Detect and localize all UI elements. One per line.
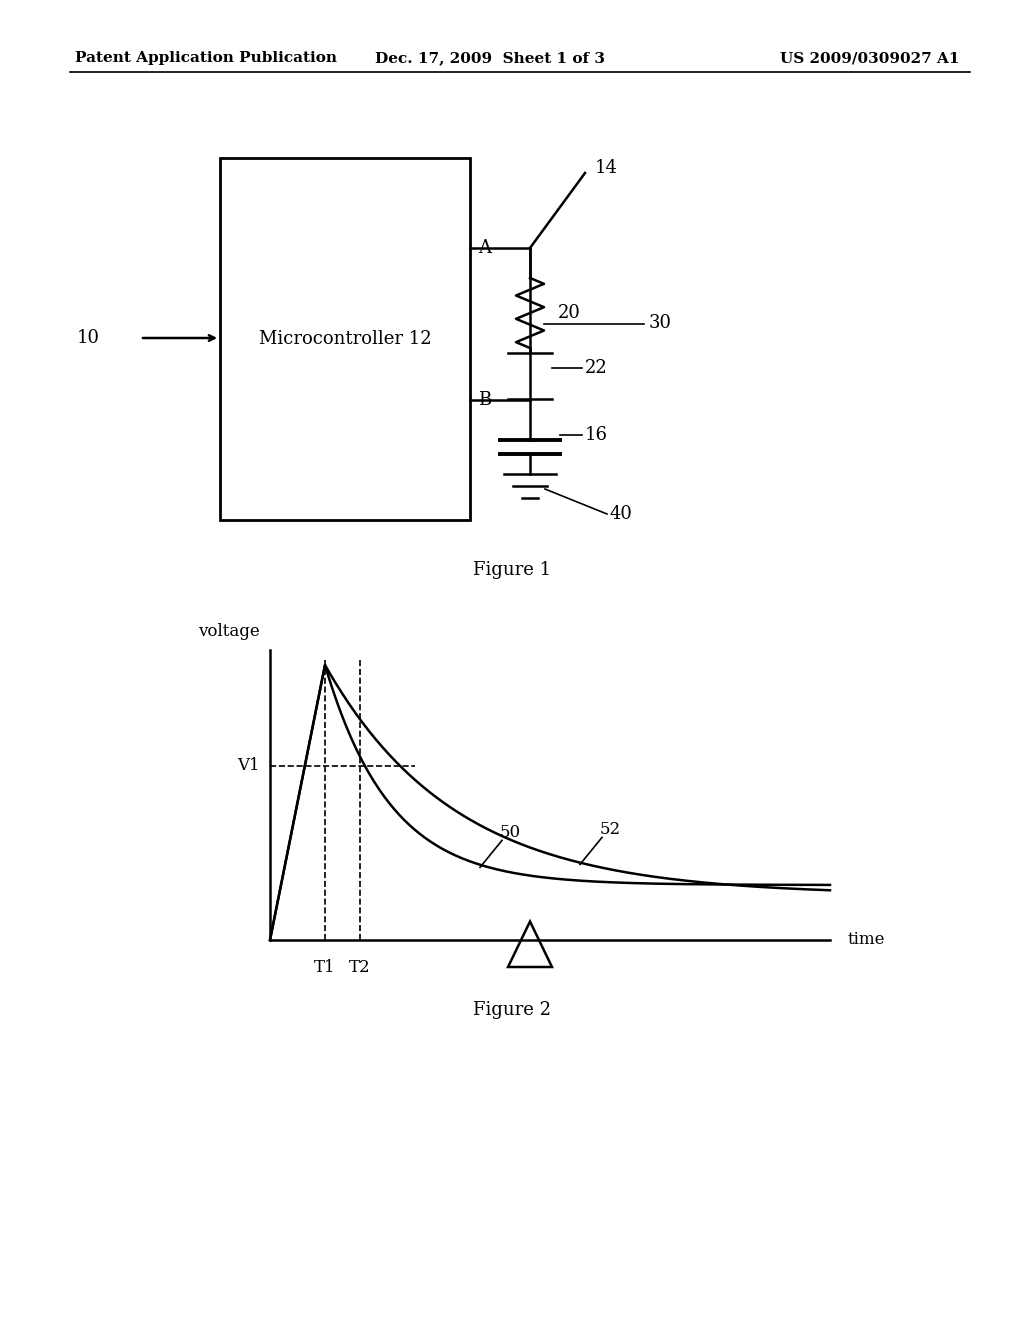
Text: T2: T2 bbox=[349, 960, 371, 977]
Text: Figure 1: Figure 1 bbox=[473, 561, 551, 579]
Bar bbox=[220, 158, 470, 520]
Text: T1: T1 bbox=[314, 960, 336, 977]
Text: V1: V1 bbox=[238, 758, 260, 775]
Text: 52: 52 bbox=[599, 821, 621, 838]
Text: B: B bbox=[478, 391, 492, 409]
Text: 40: 40 bbox=[610, 506, 633, 523]
Text: Dec. 17, 2009  Sheet 1 of 3: Dec. 17, 2009 Sheet 1 of 3 bbox=[375, 51, 605, 65]
Text: 16: 16 bbox=[585, 426, 608, 444]
Text: 30: 30 bbox=[649, 314, 672, 333]
Text: 22: 22 bbox=[585, 359, 608, 378]
Text: 20: 20 bbox=[558, 304, 581, 322]
Text: A: A bbox=[478, 239, 490, 257]
Text: Figure 2: Figure 2 bbox=[473, 1001, 551, 1019]
Text: voltage: voltage bbox=[199, 623, 260, 640]
Text: 10: 10 bbox=[77, 329, 100, 347]
Text: Patent Application Publication: Patent Application Publication bbox=[75, 51, 337, 65]
Text: Microcontroller 12: Microcontroller 12 bbox=[259, 330, 431, 348]
Text: time: time bbox=[848, 932, 886, 949]
Text: US 2009/0309027 A1: US 2009/0309027 A1 bbox=[780, 51, 961, 65]
Text: 50: 50 bbox=[500, 824, 520, 841]
Text: 14: 14 bbox=[595, 158, 617, 177]
